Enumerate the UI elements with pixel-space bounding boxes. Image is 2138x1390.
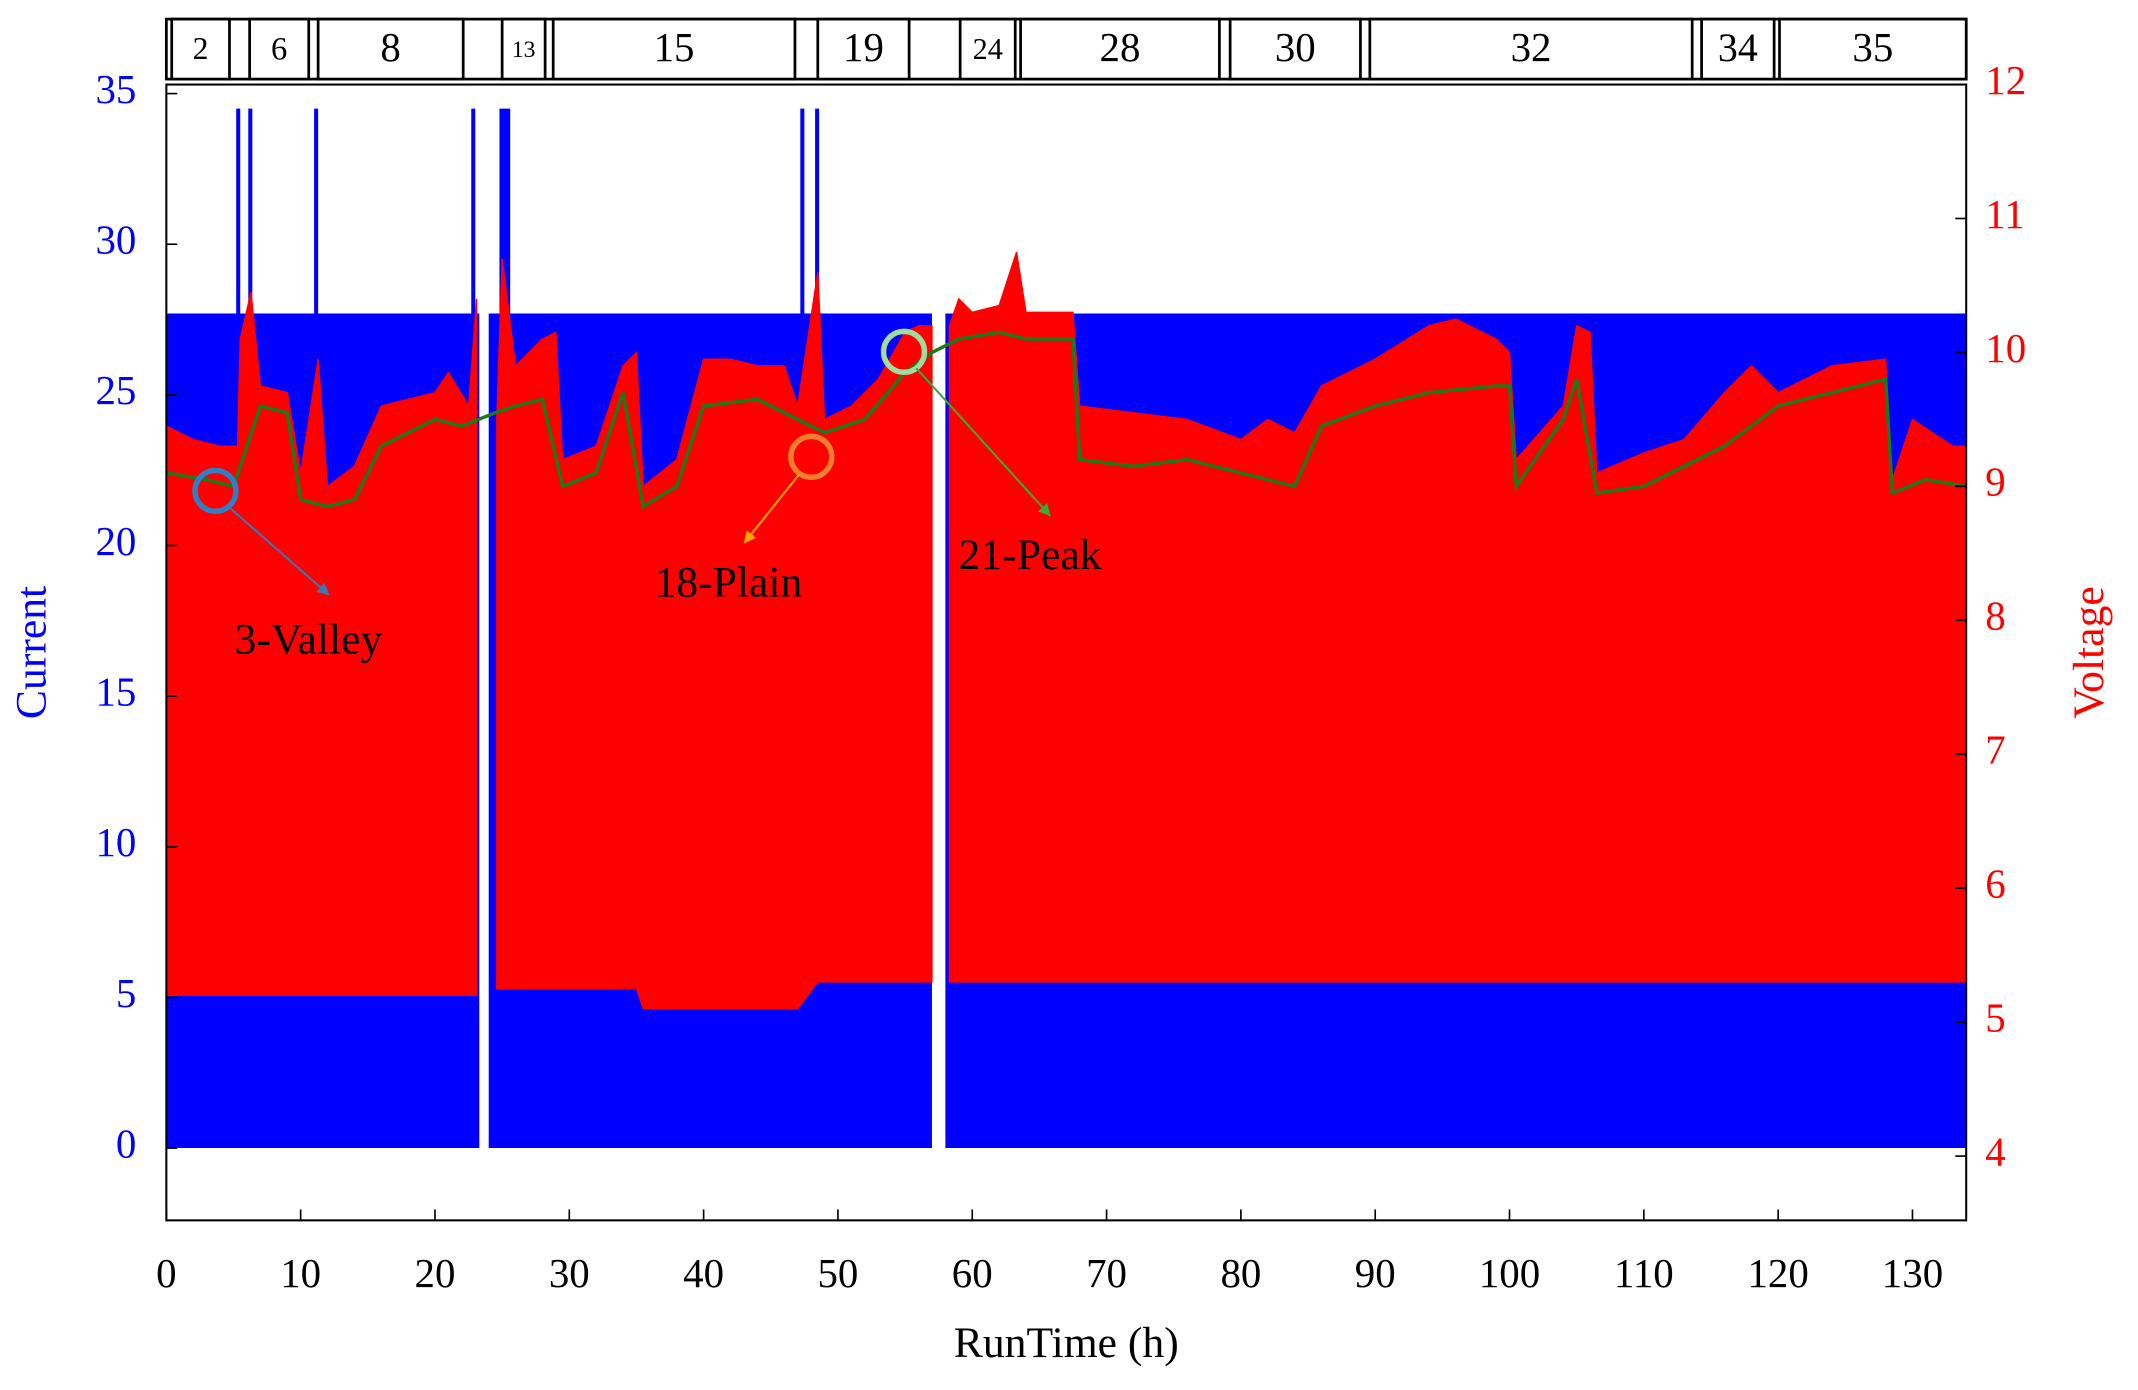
annotation-arrow xyxy=(743,473,800,544)
segment-box xyxy=(248,17,311,81)
segment-label: 6 xyxy=(271,31,287,67)
annotation-arrow xyxy=(915,367,1051,517)
segment-label: 30 xyxy=(1275,25,1316,70)
x-tick-label: 70 xyxy=(1086,1251,1127,1296)
y-tick-label: 35 xyxy=(95,67,136,112)
y-tick-label: 5 xyxy=(116,971,136,1016)
segment-label: 32 xyxy=(1511,25,1552,70)
segment-box xyxy=(170,17,231,81)
segment-label: 35 xyxy=(1852,25,1893,70)
segment-box xyxy=(1228,17,1362,81)
x-tick-label: 50 xyxy=(817,1251,858,1296)
x-tick-label: 120 xyxy=(1747,1251,1808,1296)
y2-tick-label: 6 xyxy=(1985,862,2005,907)
y-tick-label: 0 xyxy=(116,1121,136,1166)
segment-label: 2 xyxy=(193,31,209,66)
annotation-arrow xyxy=(228,506,330,596)
segment-box xyxy=(816,17,911,81)
y2-axis-label: Voltage xyxy=(2065,586,2113,718)
x-tick-label: 10 xyxy=(280,1251,321,1296)
x-tick-label: 30 xyxy=(549,1251,590,1296)
y2-tick-label: 11 xyxy=(1985,192,2024,237)
segment-box xyxy=(551,17,797,81)
x-tick-label: 80 xyxy=(1220,1251,1261,1296)
segment-box xyxy=(1019,17,1221,81)
x-tick-label: 130 xyxy=(1882,1251,1943,1296)
x-tick-label: 90 xyxy=(1355,1251,1396,1296)
segment-label: 34 xyxy=(1718,25,1758,70)
y-tick-label: 30 xyxy=(95,218,136,263)
segment-box xyxy=(1778,17,1968,81)
segment-box xyxy=(1368,17,1694,81)
x-tick-label: 20 xyxy=(415,1251,456,1296)
x-tick-label: 110 xyxy=(1614,1251,1674,1296)
y2-tick-label: 4 xyxy=(1985,1129,2005,1174)
y-tick-label: 20 xyxy=(95,519,136,564)
annotation-circle xyxy=(192,467,239,515)
segment-box xyxy=(316,17,465,81)
plot-frame xyxy=(165,83,1968,1222)
voltage-band xyxy=(166,292,478,997)
voltage-band xyxy=(948,251,1967,983)
y2-tick-label: 7 xyxy=(1985,728,2005,773)
annotation-circle xyxy=(880,328,928,375)
segment-label: 8 xyxy=(380,25,400,70)
y-tick-label: 10 xyxy=(95,820,136,865)
plot-area xyxy=(166,108,1967,1149)
segment-box xyxy=(958,17,1017,81)
x-tick-label: 100 xyxy=(1479,1251,1540,1296)
segment-label: 15 xyxy=(654,25,695,70)
annotation-label: 3-Valley xyxy=(235,616,383,664)
segment-box xyxy=(1700,17,1776,81)
annotation-label: 21-Peak xyxy=(959,531,1102,579)
segment-label: 19 xyxy=(843,25,884,70)
y-axis-label: Current xyxy=(7,586,55,719)
segment-label: 13 xyxy=(512,37,536,63)
annotation-circle xyxy=(788,433,835,480)
segment-label: 24 xyxy=(973,32,1003,66)
x-axis-label: RunTime (h) xyxy=(954,1319,1179,1367)
x-tick-label: 0 xyxy=(156,1251,176,1296)
x-tick-label: 60 xyxy=(952,1251,993,1296)
overlay: 0 10 20 30 40 50 60 70 80 90 100 110 120 130 0 5 10 15 20 2… xyxy=(7,17,2113,1367)
annotation-label: 18-Plain xyxy=(654,558,802,606)
x-tick-label: 40 xyxy=(683,1251,724,1296)
y-tick-label: 15 xyxy=(95,670,136,715)
y2-tick-label: 10 xyxy=(1985,326,2026,371)
y2-tick-label: 8 xyxy=(1985,594,2005,639)
segment-box xyxy=(500,17,547,81)
y2-tick-label: 5 xyxy=(1985,996,2005,1041)
segment-label: 28 xyxy=(1100,25,1141,70)
voltage-trend-line xyxy=(166,330,1967,510)
y2-tick-label: 9 xyxy=(1985,460,2005,505)
y2-tick-label: 12 xyxy=(1985,58,2026,103)
y-tick-label: 25 xyxy=(95,368,136,413)
